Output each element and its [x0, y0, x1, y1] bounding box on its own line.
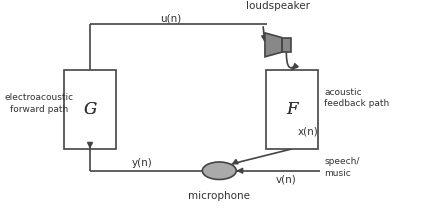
- Text: microphone: microphone: [188, 191, 250, 201]
- Text: v(n): v(n): [276, 174, 297, 184]
- Text: loudspeaker: loudspeaker: [246, 1, 310, 11]
- Polygon shape: [282, 38, 291, 52]
- Text: electroacoustic
forward path: electroacoustic forward path: [5, 93, 74, 113]
- Text: y(n): y(n): [132, 158, 153, 169]
- Text: speech/
music: speech/ music: [325, 157, 360, 178]
- Text: F: F: [286, 101, 298, 118]
- Bar: [266, 70, 318, 149]
- Bar: [64, 70, 116, 149]
- Text: u(n): u(n): [160, 14, 181, 24]
- Polygon shape: [265, 33, 282, 57]
- Circle shape: [202, 162, 236, 180]
- Text: G: G: [84, 101, 97, 118]
- Text: F: F: [286, 101, 298, 118]
- Text: acoustic
feedback path: acoustic feedback path: [325, 88, 390, 108]
- Text: G: G: [84, 101, 97, 118]
- Text: x(n): x(n): [298, 126, 319, 136]
